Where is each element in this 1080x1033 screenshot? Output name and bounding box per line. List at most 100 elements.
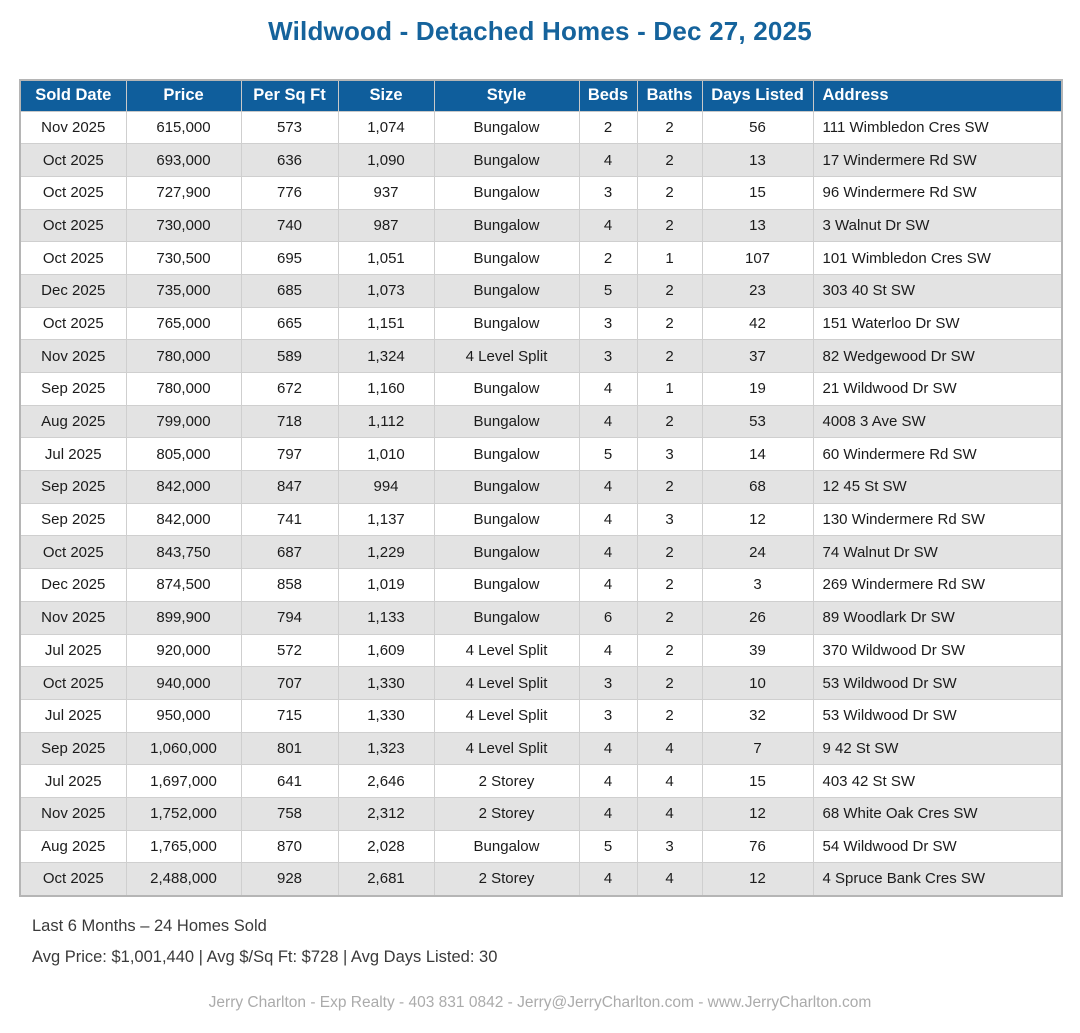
table-row: Oct 2025 693,000 636 1,090 Bungalow 4 2 13 17 Wi… [19, 143, 1063, 177]
cell-style: 2 Storey [433, 862, 580, 896]
table-body: Nov 2025 615,000 573 1,074 Bungalow 2 2 56 111 W… [19, 110, 1063, 896]
cell-sold-date: Nov 2025 [19, 796, 127, 831]
cell-sold-date: Sep 2025 [19, 502, 127, 537]
table-row: Nov 2025 615,000 573 1,074 Bungalow 2 2 56 111 W… [19, 110, 1063, 145]
cell-days-listed: 3 [701, 568, 814, 602]
cell-days-listed: 32 [701, 698, 814, 733]
table-row: Aug 2025 1,765,000 870 2,028 Bungalow 5 3 76 54 … [19, 829, 1063, 864]
table-row: Jul 2025 1,697,000 641 2,646 2 Storey 4 4 15 403… [19, 764, 1063, 798]
column-header-size: Size [337, 79, 435, 112]
sales-table-container: Sold Date Price Per Sq Ft Size Style Beds Bath… [19, 79, 1063, 897]
cell-address: 60 Windermere Rd SW [812, 437, 1063, 472]
cell-style: Bungalow [433, 273, 580, 308]
cell-size: 1,609 [337, 633, 435, 668]
cell-beds: 4 [578, 731, 638, 766]
cell-per-sq-ft: 740 [240, 208, 339, 243]
cell-per-sq-ft: 665 [240, 306, 339, 341]
cell-price: 780,000 [125, 372, 242, 406]
cell-address: 17 Windermere Rd SW [812, 143, 1063, 177]
column-header-beds: Beds [578, 79, 638, 112]
cell-days-listed: 15 [701, 175, 814, 210]
cell-style: 4 Level Split [433, 698, 580, 733]
cell-address: 21 Wildwood Dr SW [812, 372, 1063, 406]
cell-style: Bungalow [433, 829, 580, 864]
cell-baths: 3 [636, 502, 703, 537]
cell-sold-date: Oct 2025 [19, 862, 127, 896]
cell-sold-date: Jul 2025 [19, 437, 127, 472]
cell-baths: 1 [636, 372, 703, 406]
table-row: Oct 2025 730,500 695 1,051 Bungalow 2 1 107 101 … [19, 241, 1063, 275]
cell-size: 2,646 [337, 764, 435, 798]
cell-style: Bungalow [433, 535, 580, 570]
table-row: Oct 2025 843,750 687 1,229 Bungalow 4 2 24 74 Wa… [19, 535, 1063, 570]
cell-price: 920,000 [125, 633, 242, 668]
table-row: Sep 2025 842,000 847 994 Bungalow 4 2 68 12 45 S… [19, 470, 1063, 504]
cell-beds: 4 [578, 470, 638, 504]
cell-address: 4008 3 Ave SW [812, 404, 1063, 439]
column-header-address: Address [812, 79, 1063, 112]
table-row: Dec 2025 874,500 858 1,019 Bungalow 4 2 3 269 Wi… [19, 568, 1063, 602]
column-header-price: Price [125, 79, 242, 112]
table-header-row: Sold Date Price Per Sq Ft Size Style Beds Bath… [19, 79, 1063, 112]
cell-address: 269 Windermere Rd SW [812, 568, 1063, 602]
cell-address: 89 Woodlark Dr SW [812, 600, 1063, 635]
cell-days-listed: 107 [701, 241, 814, 275]
cell-per-sq-ft: 572 [240, 633, 339, 668]
cell-days-listed: 12 [701, 862, 814, 896]
cell-days-listed: 12 [701, 502, 814, 537]
cell-beds: 5 [578, 273, 638, 308]
cell-per-sq-ft: 928 [240, 862, 339, 896]
cell-price: 693,000 [125, 143, 242, 177]
cell-style: 4 Level Split [433, 666, 580, 700]
cell-beds: 4 [578, 502, 638, 537]
cell-address: 53 Wildwood Dr SW [812, 698, 1063, 733]
cell-size: 1,090 [337, 143, 435, 177]
cell-baths: 2 [636, 273, 703, 308]
cell-price: 1,697,000 [125, 764, 242, 798]
cell-style: Bungalow [433, 306, 580, 341]
cell-size: 1,073 [337, 273, 435, 308]
cell-style: Bungalow [433, 175, 580, 210]
cell-size: 937 [337, 175, 435, 210]
table-row: Sep 2025 1,060,000 801 1,323 4 Level Split 4 4… [19, 731, 1063, 766]
cell-baths: 4 [636, 796, 703, 831]
cell-days-listed: 24 [701, 535, 814, 570]
page-title: Wildwood - Detached Homes - Dec 27, 2025 [268, 16, 812, 46]
column-header-style: Style [433, 79, 580, 112]
cell-size: 1,229 [337, 535, 435, 570]
cell-days-listed: 10 [701, 666, 814, 700]
cell-style: Bungalow [433, 600, 580, 635]
cell-per-sq-ft: 870 [240, 829, 339, 864]
column-header-baths: Baths [636, 79, 703, 112]
cell-baths: 2 [636, 208, 703, 243]
cell-beds: 5 [578, 829, 638, 864]
column-header-per-sq-ft: Per Sq Ft [240, 79, 339, 112]
cell-address: 9 42 St SW [812, 731, 1063, 766]
cell-sold-date: Aug 2025 [19, 829, 127, 864]
cell-sold-date: Jul 2025 [19, 633, 127, 668]
cell-style: 4 Level Split [433, 633, 580, 668]
cell-beds: 6 [578, 600, 638, 635]
cell-style: Bungalow [433, 110, 580, 145]
cell-days-listed: 19 [701, 372, 814, 406]
table-row: Aug 2025 799,000 718 1,112 Bungalow 4 2 53 4008 … [19, 404, 1063, 439]
cell-address: 68 White Oak Cres SW [812, 796, 1063, 831]
agent-contact-line: Jerry Charlton - Exp Realty - 403 831 08… [208, 993, 872, 1011]
cell-per-sq-ft: 641 [240, 764, 339, 798]
cell-address: 3 Walnut Dr SW [812, 208, 1063, 243]
table-row: Jul 2025 805,000 797 1,010 Bungalow 5 3 14 60 Wi… [19, 437, 1063, 472]
cell-beds: 4 [578, 796, 638, 831]
header-row: Sold Date Price Per Sq Ft Size Style Beds Bath… [19, 79, 1063, 112]
cell-beds: 2 [578, 110, 638, 145]
cell-beds: 4 [578, 862, 638, 896]
table-row: Oct 2025 765,000 665 1,151 Bungalow 3 2 42 151 W… [19, 306, 1063, 341]
cell-per-sq-ft: 687 [240, 535, 339, 570]
cell-per-sq-ft: 685 [240, 273, 339, 308]
cell-days-listed: 12 [701, 796, 814, 831]
cell-days-listed: 37 [701, 339, 814, 373]
cell-size: 1,019 [337, 568, 435, 602]
cell-size: 1,010 [337, 437, 435, 472]
cell-style: Bungalow [433, 470, 580, 504]
cell-baths: 2 [636, 698, 703, 733]
cell-sold-date: Oct 2025 [19, 306, 127, 341]
